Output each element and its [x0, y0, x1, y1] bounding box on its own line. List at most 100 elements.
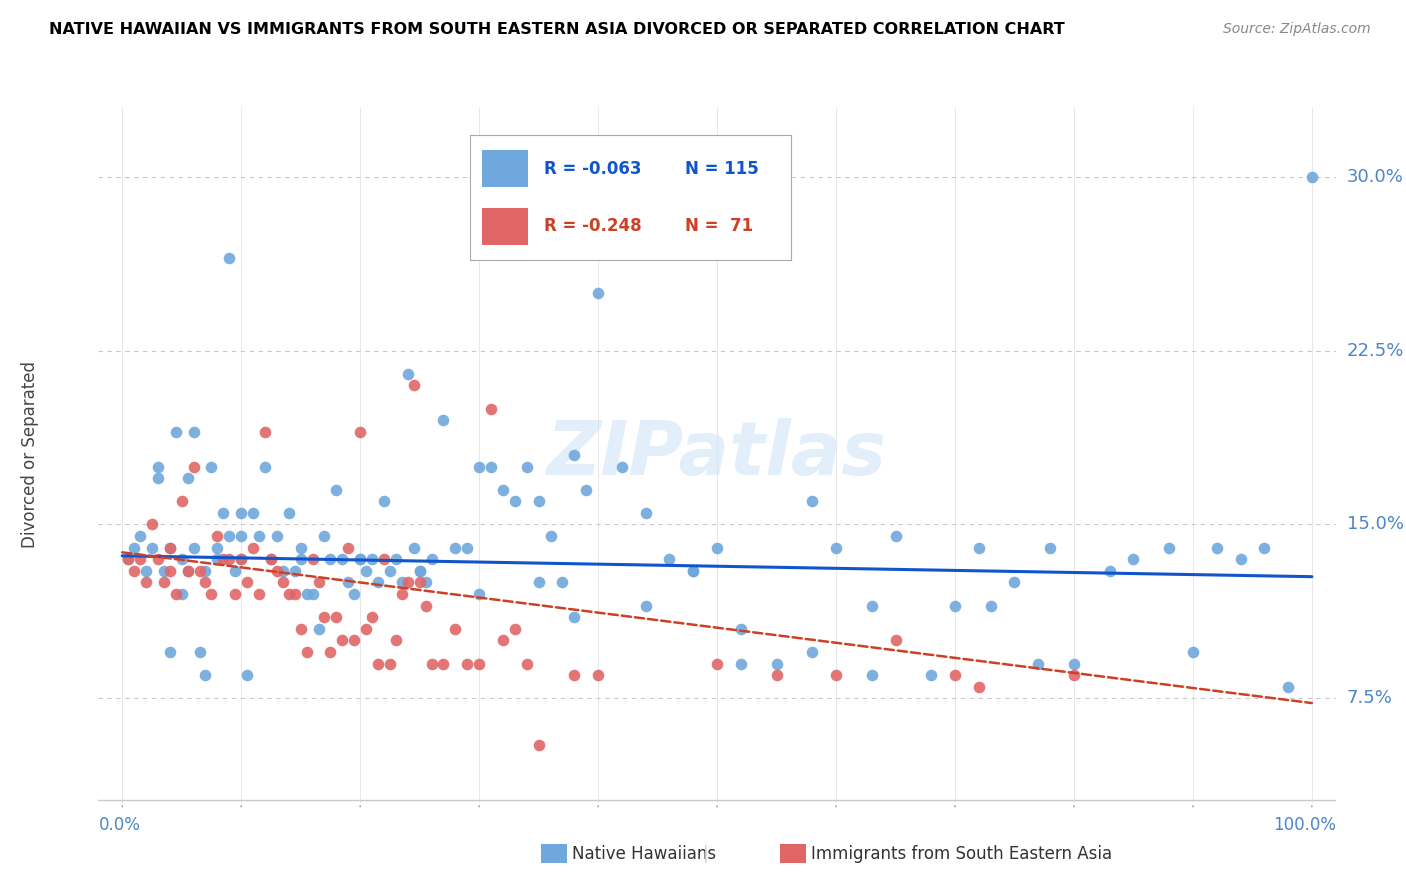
Point	[236, 668, 259, 682]
Point	[159, 541, 181, 555]
Point	[159, 564, 181, 578]
Point	[290, 541, 312, 555]
Point	[1098, 564, 1121, 578]
Text: |: |	[703, 845, 709, 863]
Point	[540, 529, 562, 543]
Text: ZIPatlas: ZIPatlas	[547, 418, 887, 491]
Text: Source: ZipAtlas.com: Source: ZipAtlas.com	[1223, 22, 1371, 37]
Text: 0.0%: 0.0%	[98, 816, 141, 834]
Point	[408, 564, 430, 578]
Point	[284, 587, 307, 601]
Text: Native Hawaiians: Native Hawaiians	[572, 845, 717, 863]
Point	[367, 575, 389, 590]
Point	[188, 564, 211, 578]
Point	[183, 459, 205, 474]
Point	[1063, 668, 1085, 682]
Point	[337, 541, 360, 555]
Point	[967, 680, 990, 694]
Point	[349, 552, 371, 566]
Point	[516, 657, 538, 671]
Point	[129, 529, 152, 543]
Point	[231, 552, 253, 566]
Point	[634, 506, 657, 520]
Point	[290, 622, 312, 636]
Point	[207, 552, 229, 566]
Point	[980, 599, 1002, 613]
Point	[562, 668, 585, 682]
Text: NATIVE HAWAIIAN VS IMMIGRANTS FROM SOUTH EASTERN ASIA DIVORCED OR SEPARATED CORR: NATIVE HAWAIIAN VS IMMIGRANTS FROM SOUTH…	[49, 22, 1064, 37]
Point	[801, 645, 824, 659]
Point	[325, 483, 347, 497]
Point	[325, 610, 347, 624]
Point	[284, 564, 307, 578]
Point	[1063, 657, 1085, 671]
Point	[165, 587, 187, 601]
Point	[444, 622, 467, 636]
Point	[330, 552, 353, 566]
Point	[266, 529, 288, 543]
Point	[212, 552, 235, 566]
Point	[153, 564, 176, 578]
Point	[396, 367, 419, 381]
Point	[301, 552, 323, 566]
Point	[884, 529, 907, 543]
Point	[207, 529, 229, 543]
Point	[218, 529, 240, 543]
Point	[314, 529, 336, 543]
Point	[290, 552, 312, 566]
Point	[247, 587, 270, 601]
Point	[634, 599, 657, 613]
Point	[135, 575, 157, 590]
Point	[194, 564, 217, 578]
Point	[319, 552, 342, 566]
Point	[354, 564, 377, 578]
Point	[1301, 169, 1323, 184]
Point	[194, 575, 217, 590]
Point	[260, 552, 283, 566]
Point	[200, 459, 222, 474]
Point	[967, 541, 990, 555]
Point	[492, 483, 515, 497]
Point	[122, 541, 145, 555]
Point	[183, 541, 205, 555]
Point	[247, 529, 270, 543]
Point	[1159, 541, 1181, 555]
Point	[349, 425, 371, 439]
Point	[159, 541, 181, 555]
Point	[207, 541, 229, 555]
Point	[1253, 541, 1275, 555]
Point	[586, 668, 609, 682]
Point	[456, 657, 478, 671]
Point	[444, 541, 467, 555]
Point	[260, 552, 283, 566]
Point	[314, 610, 336, 624]
Point	[271, 575, 294, 590]
Point	[242, 541, 264, 555]
Point	[658, 552, 681, 566]
Point	[402, 541, 425, 555]
Point	[415, 599, 437, 613]
Point	[385, 633, 408, 648]
Point	[884, 633, 907, 648]
Point	[1229, 552, 1251, 566]
Point	[295, 645, 318, 659]
Point	[218, 251, 240, 265]
Point	[468, 587, 491, 601]
Point	[420, 657, 443, 671]
Point	[415, 575, 437, 590]
Point	[146, 552, 169, 566]
Point	[176, 471, 198, 485]
Point	[308, 622, 330, 636]
Point	[373, 552, 395, 566]
Point	[349, 552, 371, 566]
Point	[562, 448, 585, 462]
Point	[391, 575, 413, 590]
Point	[200, 587, 222, 601]
Point	[408, 575, 430, 590]
Point	[551, 575, 574, 590]
Point	[367, 657, 389, 671]
Point	[1039, 541, 1062, 555]
Point	[141, 541, 163, 555]
Point	[253, 459, 276, 474]
Point	[159, 645, 181, 659]
